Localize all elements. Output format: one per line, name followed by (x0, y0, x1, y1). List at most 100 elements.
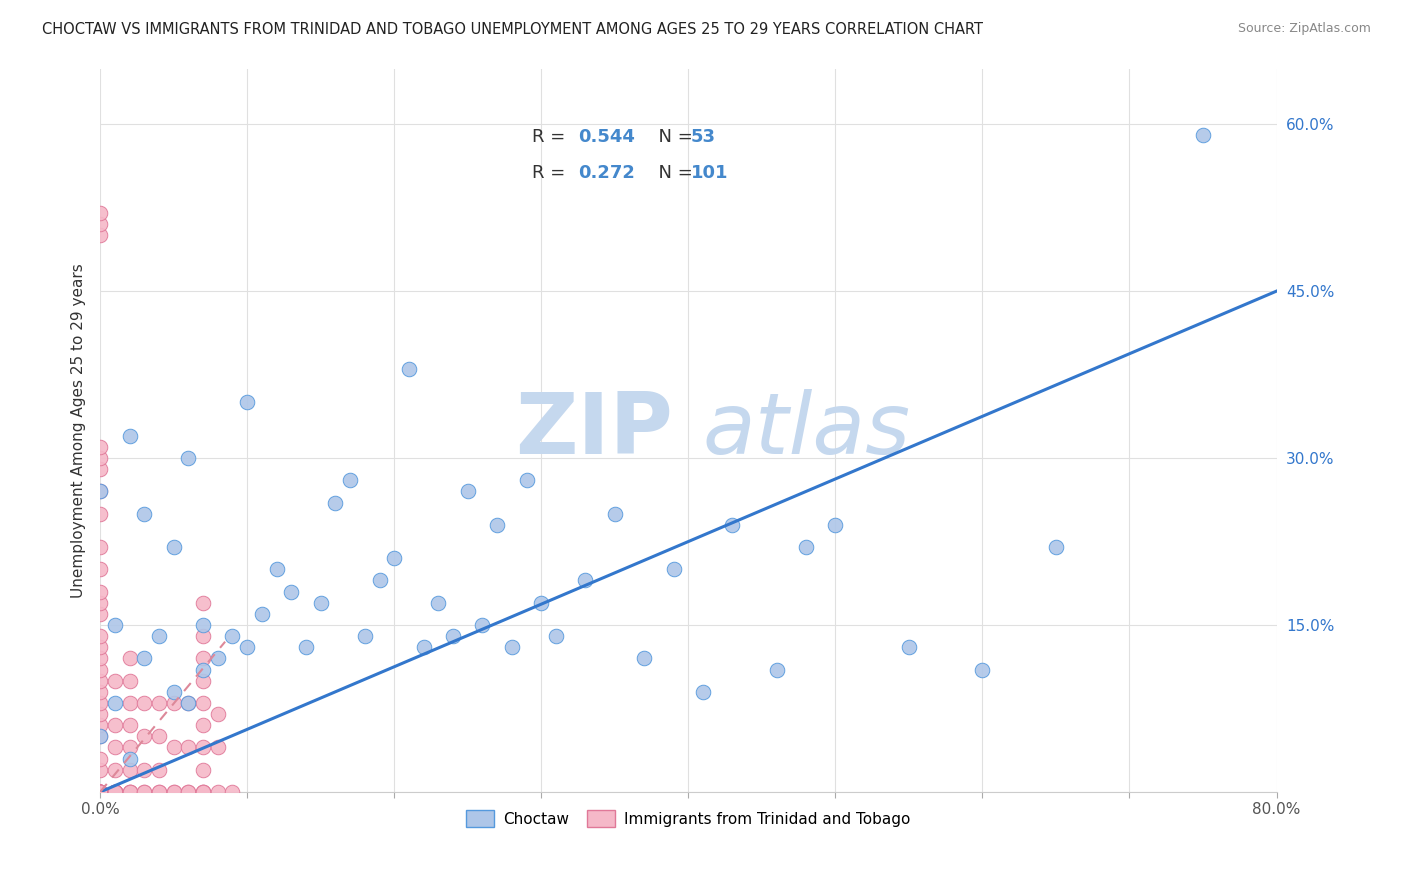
Point (148, 785, 170, 799)
Point (89, 785, 111, 799)
Point (191, 663, 214, 677)
Text: N =: N = (647, 164, 699, 182)
Point (89, 785, 111, 799)
Point (89, 785, 111, 799)
Point (191, 673, 214, 688)
Point (692, 685, 714, 699)
Point (89, 785, 111, 799)
Point (603, 507, 626, 521)
Point (177, 785, 200, 799)
Point (118, 740, 141, 755)
Point (89, 440, 111, 454)
Point (177, 785, 200, 799)
Point (89, 462, 111, 476)
Point (236, 395, 259, 409)
Point (89, 607, 111, 621)
Text: 0.272: 0.272 (578, 164, 636, 182)
Point (574, 574, 596, 588)
Point (163, 740, 186, 755)
Point (191, 785, 214, 799)
Point (207, 707, 229, 722)
Point (441, 629, 464, 643)
Point (89, 663, 111, 677)
Point (89, 785, 111, 799)
Point (89, 785, 111, 799)
Point (368, 574, 391, 588)
Point (191, 785, 214, 799)
Point (89, 785, 111, 799)
Point (89, 718, 111, 732)
Point (89, 785, 111, 799)
Point (134, 507, 156, 521)
Point (134, 785, 156, 799)
Point (177, 696, 200, 710)
Point (89, 751, 111, 765)
Text: 101: 101 (690, 164, 728, 182)
Point (89, 696, 111, 710)
Point (89, 629, 111, 643)
Point (897, 640, 920, 655)
Point (486, 517, 509, 532)
Text: ZIP: ZIP (516, 389, 673, 472)
Point (207, 740, 229, 755)
Point (339, 473, 361, 487)
Point (104, 785, 127, 799)
Point (104, 785, 127, 799)
Point (325, 495, 347, 509)
Text: Source: ZipAtlas.com: Source: ZipAtlas.com (1237, 22, 1371, 36)
Point (516, 473, 538, 487)
Point (104, 785, 127, 799)
Point (295, 640, 318, 655)
Point (89, 785, 111, 799)
Point (89, 562, 111, 576)
Point (134, 696, 156, 710)
Point (353, 629, 375, 643)
Point (794, 540, 817, 554)
Y-axis label: Unemployment Among Ages 25 to 29 years: Unemployment Among Ages 25 to 29 years (72, 263, 86, 598)
Text: atlas: atlas (702, 389, 910, 472)
Point (89, 507, 111, 521)
Point (89, 540, 111, 554)
Point (104, 785, 127, 799)
Point (118, 696, 141, 710)
Point (89, 785, 111, 799)
Point (266, 562, 288, 576)
Point (104, 618, 127, 632)
Point (148, 729, 170, 743)
Point (89, 785, 111, 799)
Point (427, 596, 450, 610)
Point (89, 785, 111, 799)
Point (104, 785, 127, 799)
Point (191, 596, 214, 610)
Point (89, 785, 111, 799)
Point (191, 785, 214, 799)
Point (191, 740, 214, 755)
Point (118, 785, 141, 799)
Text: 0.544: 0.544 (578, 128, 636, 146)
Point (309, 596, 332, 610)
Point (89, 785, 111, 799)
Point (104, 696, 127, 710)
Text: 53: 53 (690, 128, 716, 146)
Point (89, 651, 111, 665)
Point (163, 785, 186, 799)
Point (163, 696, 186, 710)
Point (104, 785, 127, 799)
Point (89, 785, 111, 799)
Point (544, 629, 567, 643)
Point (191, 763, 214, 777)
Point (250, 607, 273, 621)
Point (163, 540, 186, 554)
Point (89, 584, 111, 599)
Point (89, 785, 111, 799)
Point (501, 640, 523, 655)
Point (89, 785, 111, 799)
Point (118, 751, 141, 765)
Point (280, 584, 302, 599)
Point (191, 629, 214, 643)
Point (221, 785, 243, 799)
Point (89, 596, 111, 610)
Point (148, 763, 170, 777)
Point (457, 484, 479, 499)
Point (89, 685, 111, 699)
